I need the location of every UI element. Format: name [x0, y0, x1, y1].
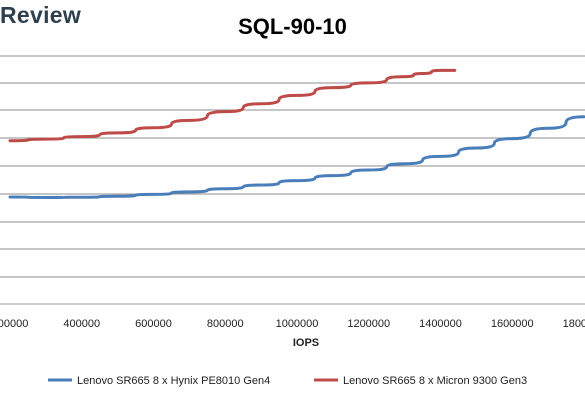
- x-axis-label: IOPS: [293, 337, 319, 349]
- legend: Lenovo SR665 8 x Hynix PE8010 Gen4 Lenovo…: [48, 375, 527, 387]
- x-tick-label: 800000: [207, 318, 244, 330]
- brand-logo-text: Review: [0, 2, 82, 28]
- gridlines: [0, 55, 585, 305]
- legend-label-0: Lenovo SR665 8 x Hynix PE8010 Gen4: [77, 375, 270, 387]
- x-tick-label: 600000: [135, 318, 172, 330]
- chart-title: SQL-90-10: [238, 14, 347, 39]
- legend-label-1: Lenovo SR665 8 x Micron 9300 Gen3: [343, 375, 527, 387]
- series-lines: [8, 68, 585, 199]
- x-tick-label: 1800000: [563, 318, 585, 330]
- x-tick-label: 200000: [0, 318, 28, 330]
- series-line-0: [8, 115, 585, 199]
- x-tick-label: 1000000: [276, 318, 319, 330]
- x-tick-label: 1400000: [419, 318, 462, 330]
- x-tick-label: 400000: [63, 318, 100, 330]
- x-axis-ticks: 200000 400000 600000 800000 1000000 1200000 14…: [0, 318, 585, 330]
- x-tick-label: 1600000: [491, 318, 534, 330]
- x-tick-label: 1200000: [347, 318, 390, 330]
- series-line-1: [8, 68, 457, 143]
